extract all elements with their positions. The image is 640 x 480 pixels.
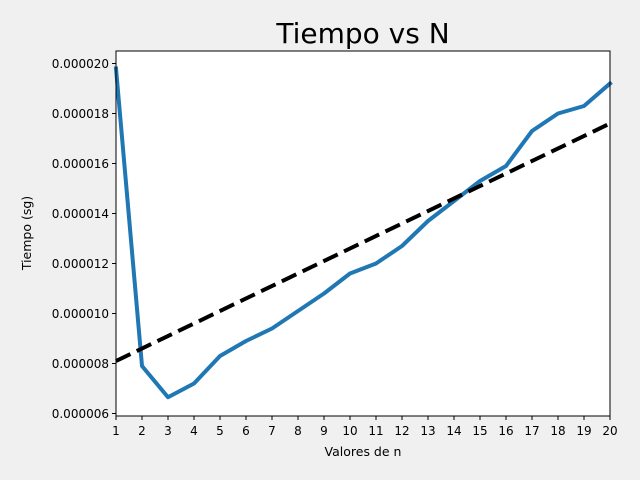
y-tick-label: 0.000006	[52, 407, 109, 421]
x-tick-label: 2	[138, 424, 146, 438]
x-tick-label: 13	[420, 424, 435, 438]
x-tick-label: 1	[112, 424, 120, 438]
x-tick-label: 12	[394, 424, 409, 438]
plot-area	[116, 51, 610, 416]
x-tick-label: 14	[446, 424, 461, 438]
x-tick-label: 4	[190, 424, 198, 438]
series-layer	[113, 66, 613, 400]
x-tick-label: 11	[368, 424, 383, 438]
x-tick-label: 3	[164, 424, 172, 438]
x-tick-label: 17	[524, 424, 539, 438]
x-tick-label: 6	[242, 424, 250, 438]
x-tick-label: 19	[576, 424, 591, 438]
plot-frame	[115, 50, 611, 417]
y-tick-label: 0.000008	[52, 357, 109, 371]
y-tick-label: 0.000018	[52, 107, 109, 121]
y-tick-label: 0.000014	[52, 207, 109, 221]
series-line-1	[113, 66, 613, 400]
x-tick-label: 9	[320, 424, 328, 438]
chart-title: Tiempo vs N	[275, 17, 449, 50]
x-tick-label: 5	[216, 424, 224, 438]
y-axis-label: Tiempo (sg)	[19, 196, 34, 271]
y-axis: 0.000006 0.000008 0.000010 0.000012 0.000014…	[52, 57, 116, 421]
y-tick-label: 0.000016	[52, 157, 109, 171]
x-tick-label: 7	[268, 424, 276, 438]
x-tick-label: 18	[550, 424, 565, 438]
y-tick-label: 0.000010	[52, 307, 109, 321]
y-tick-label: 0.000012	[52, 257, 109, 271]
x-tick-label: 16	[498, 424, 513, 438]
x-tick-label: 8	[294, 424, 302, 438]
x-axis: 1 2 3 4 5 6 7 8 9 10 11 12 13 14 15 16 17 18 19 20	[112, 416, 618, 438]
x-tick-label: 20	[602, 424, 617, 438]
y-tick-label: 0.000020	[52, 57, 109, 71]
x-tick-label: 10	[342, 424, 357, 438]
x-axis-label: Valores de n	[325, 444, 402, 459]
x-tick-label: 15	[472, 424, 487, 438]
